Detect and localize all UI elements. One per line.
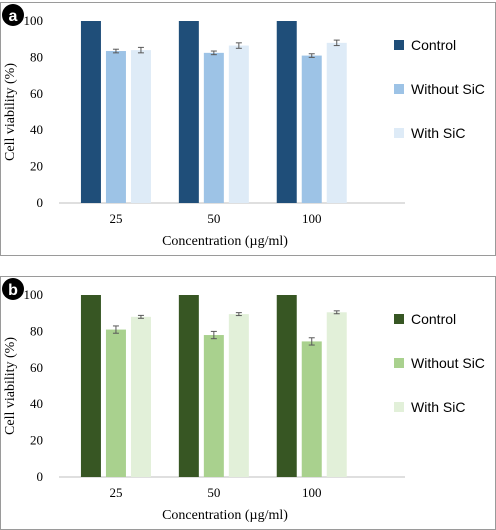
chart1-bar-with-sic: [130, 316, 151, 477]
chart0-y-tick-label: 60: [30, 86, 43, 101]
chart0-bar-without-sic: [301, 55, 322, 203]
chart0-bar-control: [80, 21, 101, 203]
chart1-x-axis-label: Concentration (µg/ml): [162, 508, 288, 523]
chart1-y-tick-label: 40: [30, 396, 43, 411]
chart1-legend-swatch: [394, 314, 404, 324]
chart1-bar-with-sic: [228, 314, 249, 477]
chart0-bar-with-sic: [228, 45, 249, 203]
chart0-legend-label: Without SiC: [411, 81, 485, 97]
chart1-y-tick-label: 80: [30, 323, 43, 338]
bar-chart-b: 0 20 40 60 80 100 Cell viability (%) 25 50 100 Con…: [2, 278, 485, 523]
chart1-y-tick-label: 100: [24, 287, 44, 302]
chart1-legend-label: Control: [411, 311, 456, 327]
chart1-x-tick-label: 100: [302, 485, 322, 500]
chart1-legend-label: Without SiC: [411, 355, 485, 371]
chart0-legend-label: Control: [411, 37, 456, 53]
chart1-bar-control: [80, 295, 101, 477]
chart0-legend-label: With SiC: [411, 125, 465, 141]
chart0-x-tick-label: 50: [207, 211, 220, 226]
chart0-legend-swatch: [394, 84, 404, 94]
chart1-legend-swatch: [394, 402, 404, 412]
chart0-x-tick-label: 25: [109, 211, 122, 226]
chart1-legend-swatch: [394, 358, 404, 368]
chart0-panel-label: a: [9, 8, 18, 25]
chart0-y-tick-label: 0: [37, 195, 44, 210]
chart0-bar-control: [178, 21, 199, 203]
chart-panel-a: 0 20 40 60 80 100 Cell viability (%) 25 50 100 Con…: [0, 2, 496, 256]
chart0-bar-without-sic: [203, 52, 224, 203]
chart-panel-b: 0 20 40 60 80 100 Cell viability (%) 25 50 100 Con…: [0, 276, 496, 530]
chart0-bar-with-sic: [130, 50, 151, 204]
chart1-y-tick-label: 60: [30, 360, 43, 375]
chart0-x-tick-label: 100: [302, 211, 322, 226]
chart0-y-tick-label: 20: [30, 159, 43, 174]
chart1-x-tick-label: 25: [109, 485, 122, 500]
chart1-bar-without-sic: [203, 335, 224, 477]
chart0-bar-control: [276, 21, 297, 203]
chart1-y-tick-label: 20: [30, 433, 43, 448]
bar-chart-a: 0 20 40 60 80 100 Cell viability (%) 25 50 100 Con…: [2, 4, 485, 249]
chart1-bar-with-sic: [326, 312, 347, 477]
chart1-y-tick-label: 0: [37, 469, 44, 484]
chart1-bar-without-sic: [301, 341, 322, 477]
chart1-bar-without-sic: [105, 329, 126, 477]
chart0-y-tick-label: 100: [24, 13, 44, 28]
chart1-panel-label: b: [8, 282, 18, 299]
chart0-y-tick-label: 80: [30, 49, 43, 64]
chart0-x-axis-label: Concentration (µg/ml): [162, 234, 288, 249]
chart0-legend-swatch: [394, 40, 404, 50]
chart1-x-tick-label: 50: [207, 485, 220, 500]
chart1-bar-control: [276, 295, 297, 477]
chart1-panel-badge: [2, 278, 24, 300]
chart0-bar-without-sic: [105, 51, 126, 203]
chart0-bar-with-sic: [326, 42, 347, 204]
chart1-y-axis-label: Cell viability (%): [3, 337, 18, 435]
chart0-y-tick-label: 40: [30, 122, 43, 137]
chart1-legend-label: With SiC: [411, 399, 465, 415]
chart0-y-axis-label: Cell viability (%): [3, 63, 18, 161]
chart0-panel-badge: [2, 4, 24, 26]
chart1-bar-control: [178, 295, 199, 477]
chart0-legend-swatch: [394, 128, 404, 138]
